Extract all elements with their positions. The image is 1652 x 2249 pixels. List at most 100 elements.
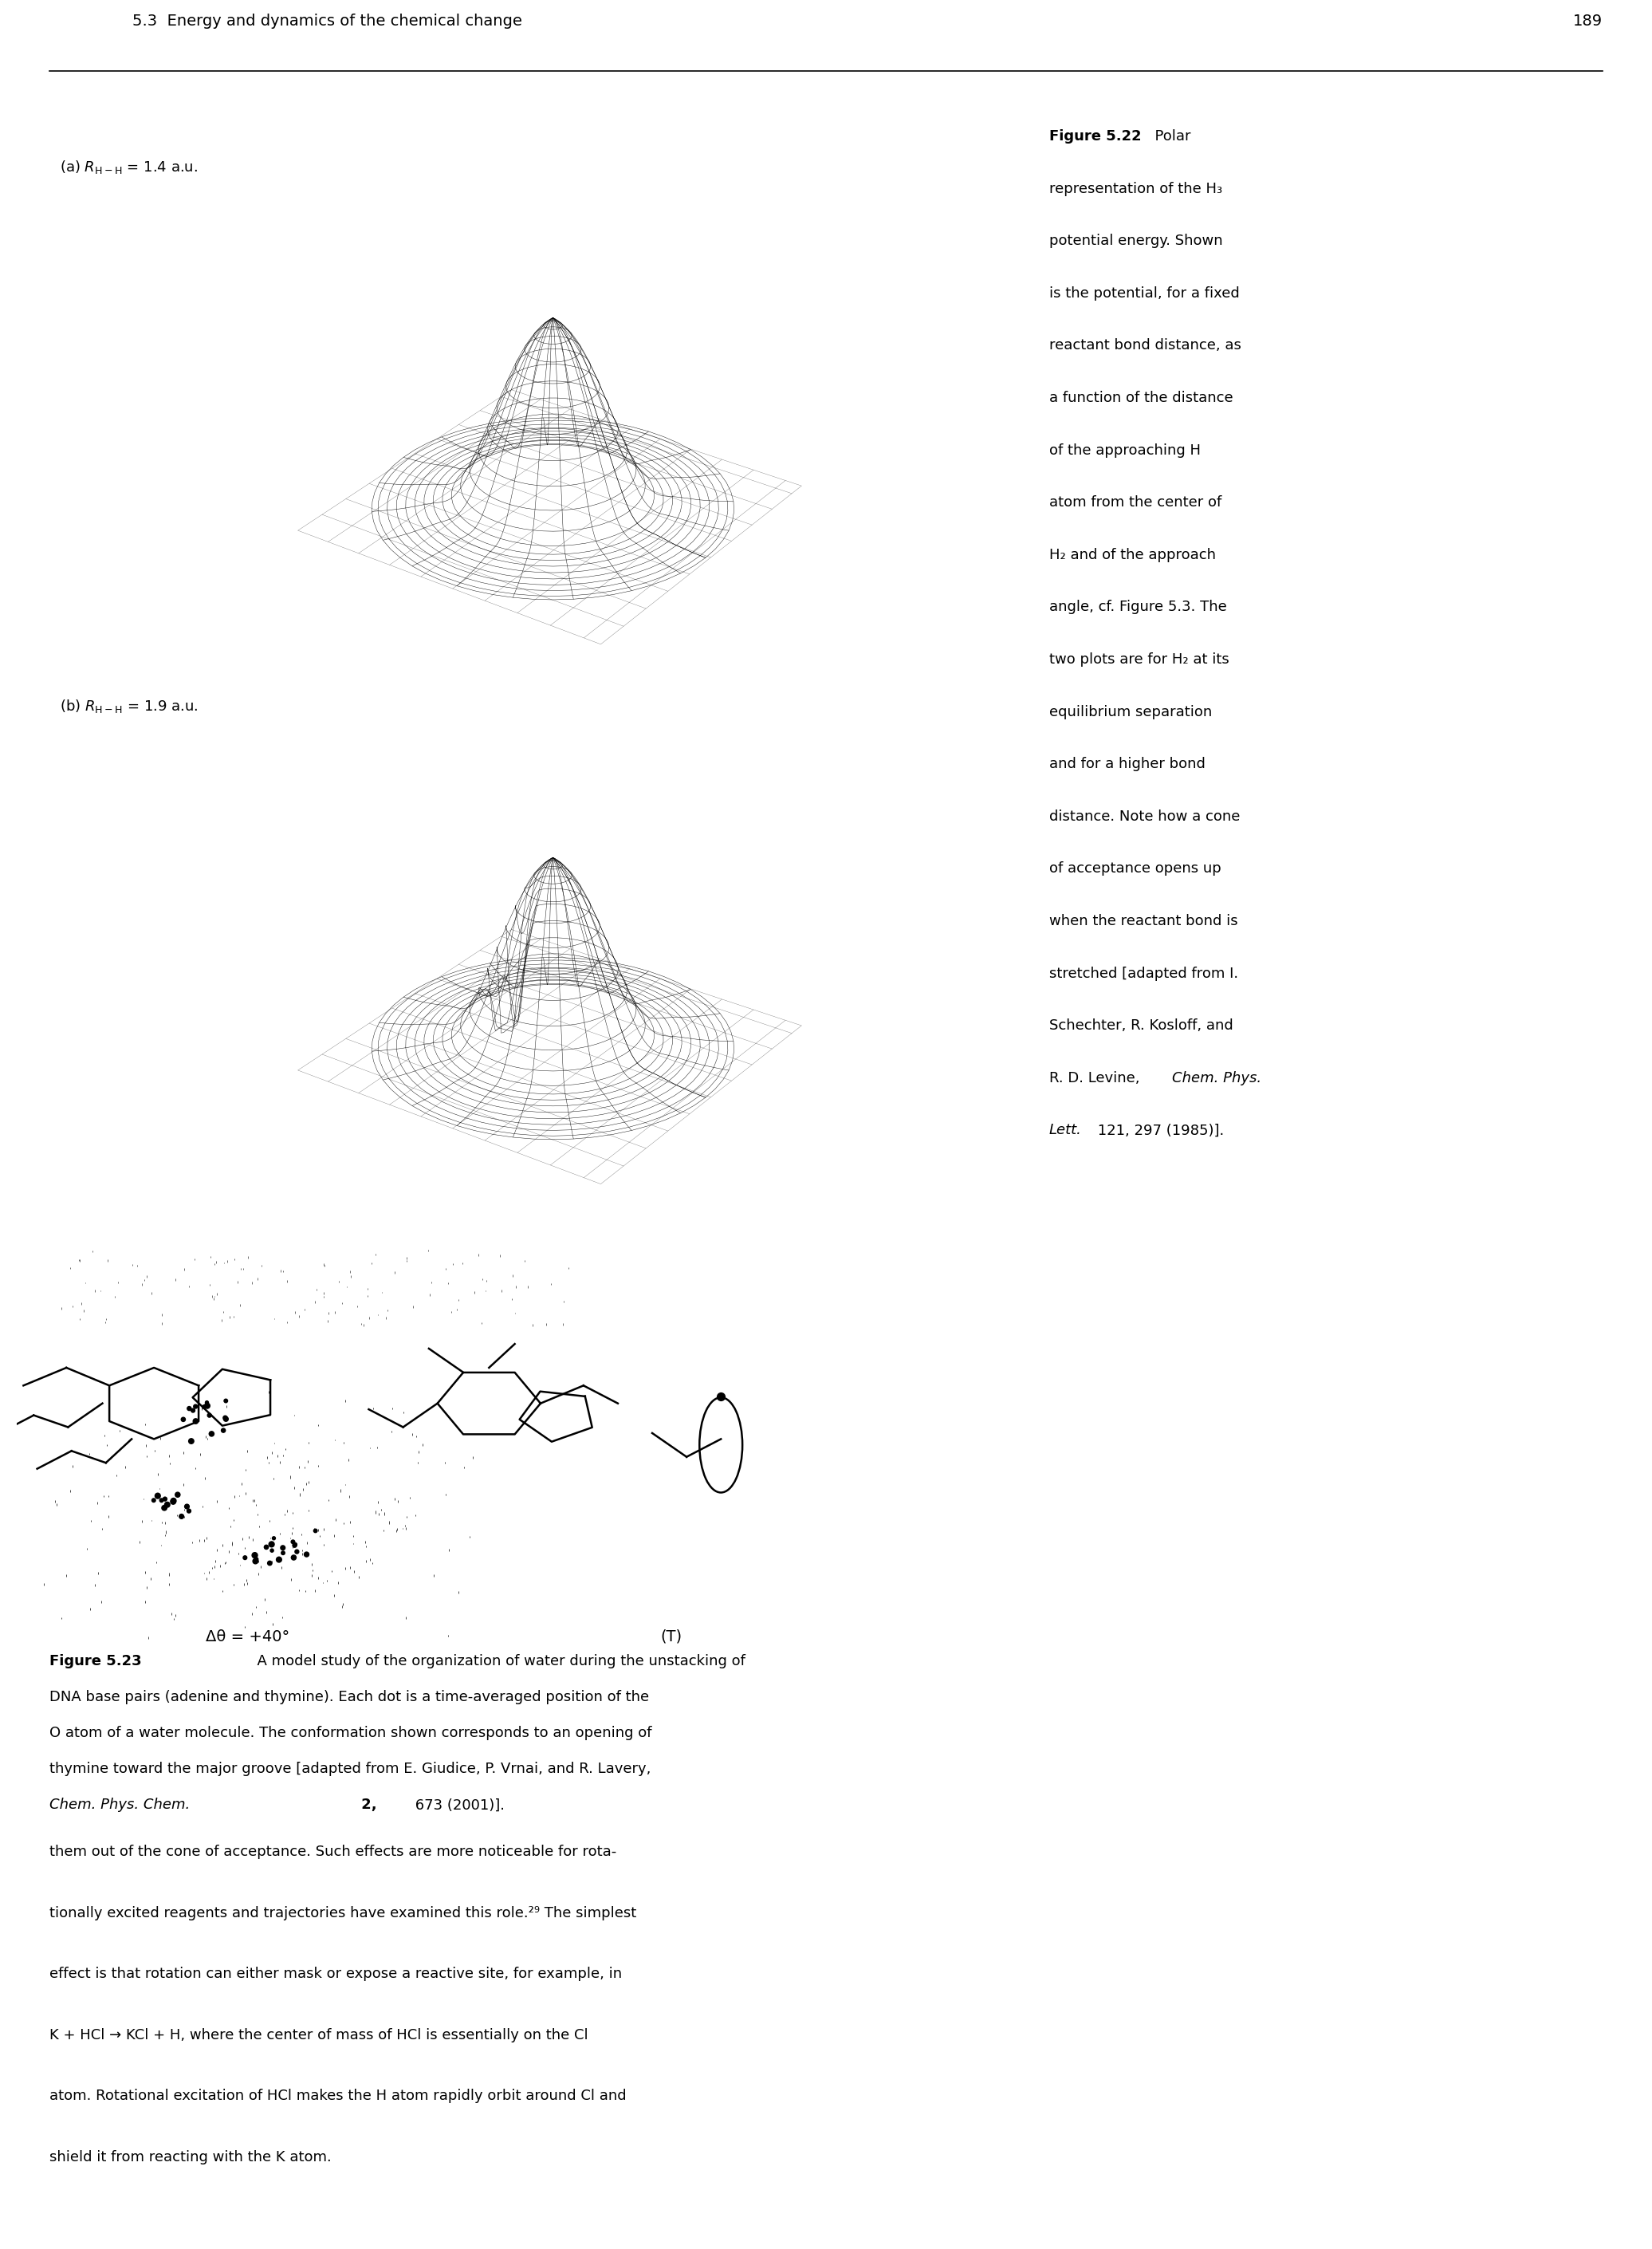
Point	[438, 1293, 464, 1329]
Point	[78, 1590, 104, 1626]
Point	[302, 1514, 329, 1550]
Point	[84, 1554, 111, 1590]
Point	[240, 1597, 266, 1633]
Point	[264, 1437, 291, 1473]
Point	[154, 1487, 180, 1523]
Point	[258, 1527, 284, 1563]
Point	[68, 1286, 94, 1322]
Point	[365, 1298, 392, 1334]
Point	[193, 1421, 220, 1457]
Point	[211, 1246, 238, 1282]
Point	[362, 1237, 388, 1273]
Point	[316, 1295, 342, 1331]
Point	[96, 1498, 122, 1534]
Point	[286, 1448, 312, 1484]
Point	[349, 1307, 375, 1343]
Point	[311, 1246, 337, 1282]
Point	[220, 1502, 246, 1538]
Point	[248, 1248, 274, 1284]
Point	[284, 1534, 311, 1570]
Point	[282, 1527, 309, 1563]
Point	[197, 1266, 223, 1302]
Point	[144, 1545, 170, 1581]
Point	[66, 1241, 93, 1277]
Point	[228, 1250, 254, 1286]
Point	[134, 1437, 160, 1473]
Text: of the approaching H: of the approaching H	[1049, 443, 1201, 457]
Point	[287, 1516, 314, 1552]
Point	[311, 1527, 337, 1563]
Point	[240, 1523, 266, 1559]
Point	[368, 1491, 395, 1527]
Point	[380, 1390, 406, 1426]
Point	[278, 1460, 304, 1496]
Point	[210, 1412, 236, 1448]
Point	[149, 1307, 175, 1343]
Text: two plots are for H₂ at its: two plots are for H₂ at its	[1049, 652, 1229, 666]
Point	[193, 1385, 220, 1421]
Point	[261, 1426, 287, 1462]
Point	[357, 1300, 383, 1336]
Text: Figure 5.23: Figure 5.23	[50, 1653, 142, 1669]
Point	[144, 1478, 170, 1514]
Point	[358, 1246, 385, 1282]
Point	[241, 1538, 268, 1574]
Point	[337, 1259, 363, 1295]
Point	[268, 1550, 294, 1586]
Point	[215, 1244, 241, 1280]
Point	[145, 1471, 172, 1507]
Point	[534, 1307, 560, 1343]
Point	[345, 1559, 372, 1595]
Point	[332, 1466, 358, 1502]
Text: thymine toward the major groove [adapted from E. Giudice, P. Vrnai, and R. Laver: thymine toward the major groove [adapted…	[50, 1761, 651, 1777]
Text: H₂ and of the approach: H₂ and of the approach	[1049, 549, 1216, 562]
Point	[244, 1496, 271, 1532]
Point	[241, 1482, 268, 1518]
Point	[279, 1496, 306, 1532]
Point	[311, 1511, 337, 1547]
Point	[243, 1541, 269, 1577]
Point	[134, 1257, 160, 1293]
Point	[365, 1496, 392, 1532]
Point	[225, 1536, 251, 1572]
Point	[281, 1397, 307, 1433]
Point	[325, 1565, 352, 1601]
Point	[350, 1307, 377, 1343]
Point	[182, 1388, 208, 1424]
Point	[461, 1275, 487, 1311]
Point	[149, 1298, 175, 1334]
Point	[330, 1424, 357, 1460]
Point	[514, 1268, 540, 1304]
Point	[230, 1565, 256, 1601]
Text: atom. Rotational excitation of HCl makes the H atom rapidly orbit around Cl and: atom. Rotational excitation of HCl makes…	[50, 2089, 626, 2103]
Point	[162, 1597, 188, 1633]
Point	[296, 1464, 322, 1500]
Point	[266, 1444, 292, 1480]
Point	[202, 1550, 228, 1586]
Point	[173, 1489, 200, 1525]
Point	[357, 1543, 383, 1579]
Point	[294, 1525, 320, 1561]
Point	[357, 1430, 383, 1466]
Point	[707, 1379, 733, 1415]
Point	[269, 1529, 296, 1565]
Point	[129, 1266, 155, 1302]
Point	[337, 1253, 363, 1289]
Point	[216, 1300, 243, 1336]
Point	[243, 1543, 269, 1579]
Point	[320, 1518, 347, 1554]
Point	[332, 1550, 358, 1586]
Point	[335, 1442, 362, 1478]
Text: representation of the H₃: representation of the H₃	[1049, 182, 1222, 196]
Point	[76, 1437, 102, 1473]
Point	[188, 1392, 215, 1428]
Point	[299, 1559, 325, 1595]
Point	[193, 1388, 220, 1424]
Text: effect is that rotation can either mask or expose a reactive site, for example, : effect is that rotation can either mask …	[50, 1966, 623, 1981]
Point	[405, 1433, 431, 1469]
Point	[193, 1561, 220, 1597]
Point	[486, 1237, 512, 1273]
Point	[71, 1293, 97, 1329]
Point	[211, 1545, 238, 1581]
Point	[244, 1259, 271, 1295]
